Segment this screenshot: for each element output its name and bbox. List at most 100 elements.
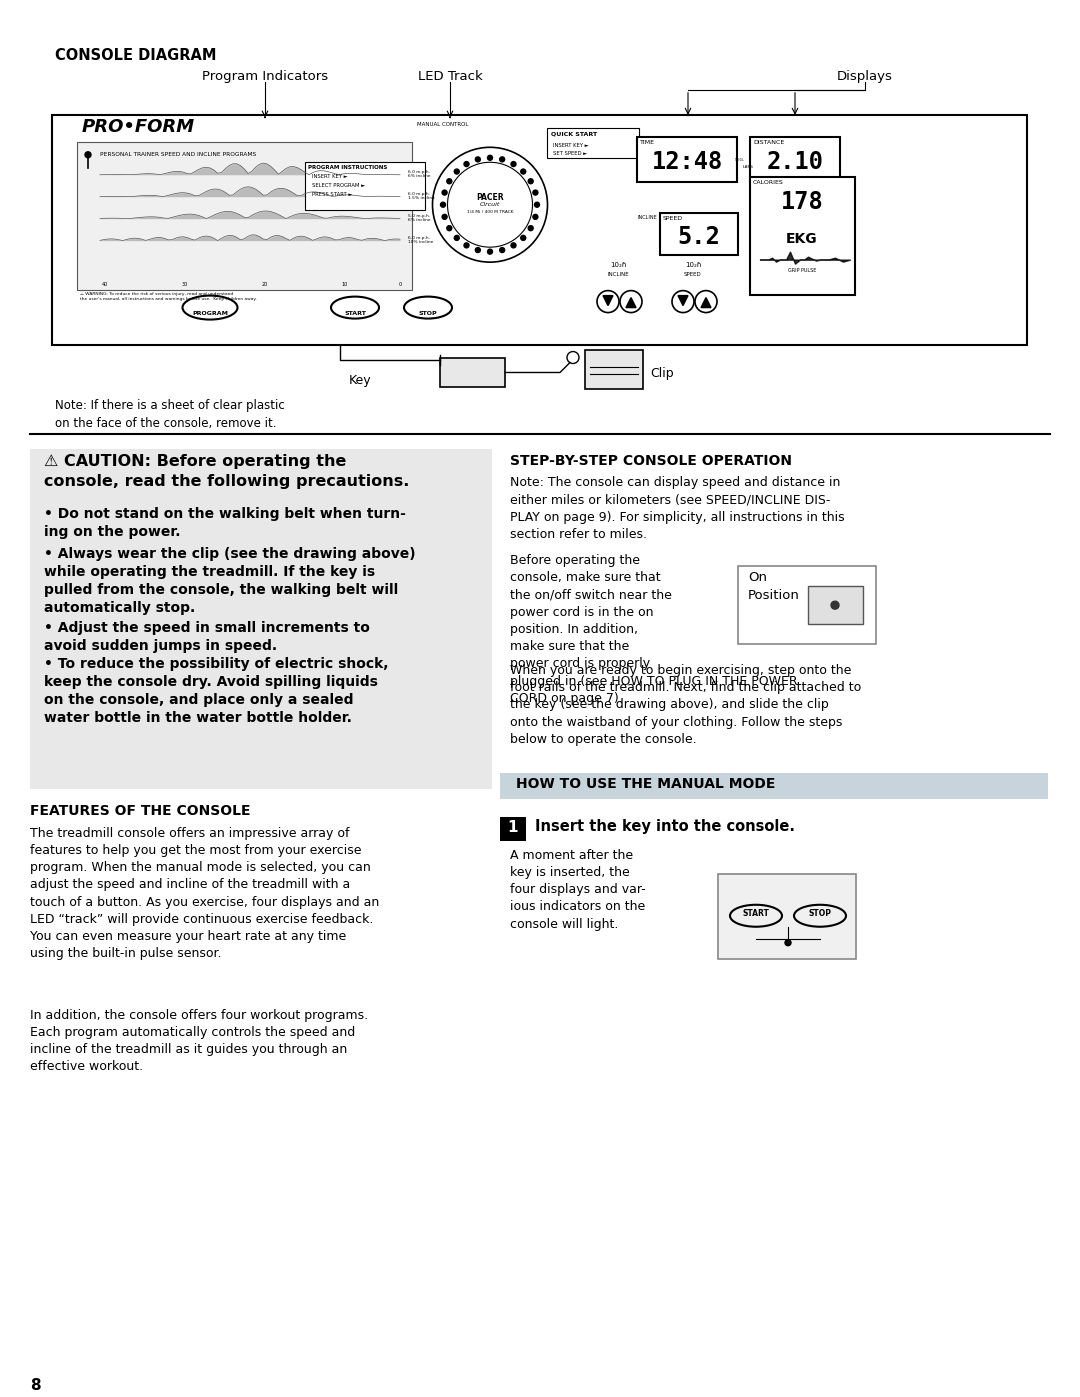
Circle shape [441,203,446,207]
Circle shape [455,236,459,240]
Bar [440,358,505,387]
Circle shape [511,243,516,247]
Bar [660,212,738,254]
Circle shape [442,214,447,219]
Text: PRO•FORM: PRO•FORM [82,117,195,136]
Text: A moment after the
key is inserted, the
four displays and var-
ious indicators o: A moment after the key is inserted, the … [510,849,646,930]
Text: 2.10: 2.10 [767,149,824,173]
Text: 1/4 Mi / 400 M TRACK: 1/4 Mi / 400 M TRACK [467,210,513,214]
Text: Circuit: Circuit [480,201,500,207]
Text: LAPS: LAPS [743,165,754,169]
Text: STOP: STOP [809,909,832,918]
Text: 6.0 m.p.h.
10% incline: 6.0 m.p.h. 10% incline [408,236,433,244]
Text: ⚠ CAUTION: Before operating the
console, read the following precautions.: ⚠ CAUTION: Before operating the console,… [44,454,409,489]
Text: 178: 178 [781,190,823,214]
Circle shape [500,156,504,162]
Text: 10: 10 [342,282,348,286]
Text: 0: 0 [399,282,402,286]
Circle shape [535,203,540,207]
Text: 12:48: 12:48 [651,149,723,173]
Text: PRESS START ►: PRESS START ► [312,191,352,197]
Polygon shape [626,298,636,307]
Text: STOP: STOP [419,310,437,316]
Text: 5.2: 5.2 [677,225,720,249]
Circle shape [464,162,469,166]
Bar [718,873,856,958]
Circle shape [475,156,481,162]
Text: EKG: EKG [786,232,818,246]
Polygon shape [701,298,711,307]
Text: START: START [743,909,769,918]
Text: • Do not stand on the walking belt when turn-
ing on the power.: • Do not stand on the walking belt when … [44,507,406,539]
Text: Insert the key into the console.: Insert the key into the console. [535,819,795,834]
Circle shape [521,169,526,175]
Bar [750,137,840,182]
Text: INCLINE: INCLINE [607,271,629,277]
Text: INCLINE: INCLINE [637,215,657,219]
Text: HOW TO USE THE MANUAL MODE: HOW TO USE THE MANUAL MODE [516,777,775,791]
Circle shape [447,226,451,231]
Circle shape [528,226,534,231]
Text: MANUAL CONTROL: MANUAL CONTROL [417,122,469,127]
Text: SET SPEED ►: SET SPEED ► [553,151,588,156]
Bar [52,115,1027,345]
Bar [77,142,411,289]
Circle shape [532,190,538,196]
Text: 6.0 m.p.h.
6% incline: 6.0 m.p.h. 6% incline [408,170,431,179]
Bar [808,587,863,624]
Text: 1: 1 [507,820,517,835]
Text: PERSONAL TRAINER SPEED AND INCLINE PROGRAMS: PERSONAL TRAINER SPEED AND INCLINE PROGR… [100,152,256,156]
Bar [30,450,492,789]
Text: STEP-BY-STEP CONSOLE OPERATION: STEP-BY-STEP CONSOLE OPERATION [510,454,792,468]
Text: SEG.: SEG. [734,158,745,162]
Polygon shape [603,296,613,306]
Text: • Always wear the clip (see the drawing above)
while operating the treadmill. If: • Always wear the clip (see the drawing … [44,548,416,615]
Text: FEATURES OF THE CONSOLE: FEATURES OF THE CONSOLE [30,803,251,817]
Text: INSERT KEY ►: INSERT KEY ► [553,142,589,148]
Text: PROGRAM INSTRUCTIONS: PROGRAM INSTRUCTIONS [308,165,388,170]
Text: PACER: PACER [476,193,503,201]
Text: CONSOLE DIAGRAM: CONSOLE DIAGRAM [55,47,216,63]
Circle shape [487,155,492,161]
Circle shape [831,601,839,609]
Circle shape [85,152,91,158]
Text: 10₂ɦ: 10₂ɦ [610,261,626,268]
Bar [585,349,643,390]
Text: Program Indicators: Program Indicators [202,70,328,82]
Text: QUICK START: QUICK START [551,131,597,137]
Text: 6.0 m.p.h.
1.5% incline: 6.0 m.p.h. 1.5% incline [408,191,435,200]
Bar [637,137,737,182]
Text: SPEED: SPEED [684,271,702,277]
Bar [305,162,426,210]
Text: Note: If there is a sheet of clear plastic
on the face of the console, remove it: Note: If there is a sheet of clear plast… [55,400,285,430]
Bar [500,773,1048,799]
Bar [738,566,876,644]
Text: 8: 8 [30,1377,41,1393]
Text: When you are ready to begin exercising, step onto the
foot rails of the treadmil: When you are ready to begin exercising, … [510,664,861,746]
Circle shape [521,236,526,240]
Polygon shape [678,296,688,306]
Text: In addition, the console offers four workout programs.
Each program automaticall: In addition, the console offers four wor… [30,1009,368,1073]
Text: Key: Key [349,374,372,387]
Bar [750,177,855,295]
Text: • Adjust the speed in small increments to
avoid sudden jumps in speed.: • Adjust the speed in small increments t… [44,622,369,652]
Circle shape [447,179,451,184]
Text: CALORIES: CALORIES [753,180,784,184]
Text: The treadmill console offers an impressive array of
features to help you get the: The treadmill console offers an impressi… [30,827,379,960]
Text: Note: The console can display speed and distance in
either miles or kilometers (: Note: The console can display speed and … [510,476,845,541]
Text: 10₂ɦ: 10₂ɦ [685,261,701,268]
Text: ⚠ WARNING: To reduce the risk of serious injury, read and understand
the user's : ⚠ WARNING: To reduce the risk of serious… [80,292,257,300]
Circle shape [528,179,534,184]
Text: Clip: Clip [650,367,674,380]
Text: TIME: TIME [640,140,654,145]
Circle shape [511,162,516,166]
Text: 20: 20 [261,282,268,286]
Bar [546,127,639,158]
Text: 40: 40 [102,282,108,286]
Bar [500,817,526,841]
Text: Displays: Displays [837,70,893,82]
Text: PROGRAM: PROGRAM [192,310,228,316]
Text: On
Position: On Position [748,571,800,602]
Circle shape [487,249,492,254]
Text: • To reduce the possibility of electric shock,
keep the console dry. Avoid spill: • To reduce the possibility of electric … [44,657,389,725]
